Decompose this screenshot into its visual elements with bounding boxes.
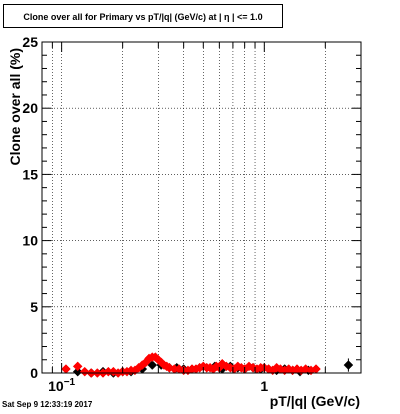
x-tick-label: 1 (260, 378, 268, 394)
data-point (61, 364, 71, 374)
y-tick-label: 5 (30, 299, 38, 315)
y-tick-label: 25 (22, 34, 38, 50)
data-point (79, 366, 90, 377)
data-series (61, 352, 321, 378)
data-points (61, 352, 354, 378)
data-point (311, 364, 321, 374)
plot-frame (41, 41, 362, 374)
y-tick-label: 20 (22, 100, 38, 116)
x-axis-label: pT/|q| (GeV/c) (270, 393, 360, 409)
axis-ticks: 0 5 10 15 20 25 10−1 1 (22, 34, 362, 394)
data-point (72, 366, 83, 377)
data-point (217, 358, 228, 369)
grid-lines (41, 42, 362, 373)
data-point (72, 361, 83, 372)
timestamp: Sat Sep 9 12:33:19 2017 (2, 400, 93, 409)
y-axis-label: Clone over all (%) (7, 48, 23, 165)
x-tick-label: 10−1 (48, 377, 75, 394)
chart-title: Clone over all for Primary vs pT/|q| (Ge… (3, 4, 283, 28)
y-tick-label: 0 (30, 365, 38, 381)
data-point (343, 360, 354, 370)
y-tick-label: 10 (22, 233, 38, 249)
y-tick-label: 15 (22, 166, 38, 182)
